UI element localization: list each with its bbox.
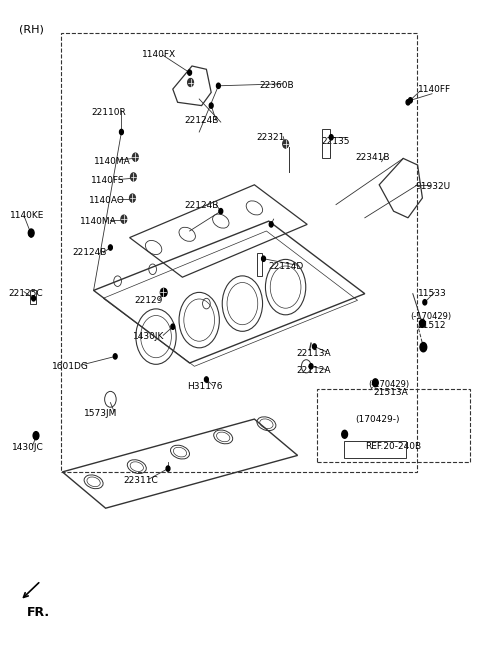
Text: 22110R: 22110R: [91, 108, 126, 117]
Circle shape: [132, 153, 138, 161]
Circle shape: [121, 215, 127, 223]
Circle shape: [161, 288, 167, 296]
Text: 22321: 22321: [257, 133, 285, 142]
Text: 1601DG: 1601DG: [52, 362, 89, 371]
Bar: [322, 129, 330, 158]
Circle shape: [108, 245, 112, 250]
Bar: [61, 33, 417, 472]
Text: 22112A: 22112A: [297, 366, 331, 376]
Circle shape: [120, 129, 123, 135]
Circle shape: [34, 434, 38, 440]
Circle shape: [209, 103, 213, 108]
Text: 21512: 21512: [418, 321, 446, 330]
Circle shape: [216, 83, 220, 88]
Text: 22135: 22135: [322, 137, 350, 146]
Text: 21513A: 21513A: [373, 388, 408, 397]
Circle shape: [122, 218, 126, 223]
Text: 22129: 22129: [134, 296, 163, 305]
Circle shape: [262, 256, 265, 261]
Text: 1140MA: 1140MA: [80, 217, 117, 226]
Text: 1140FF: 1140FF: [418, 84, 451, 94]
Text: 1430JC: 1430JC: [12, 443, 44, 452]
Circle shape: [28, 229, 34, 237]
Circle shape: [420, 319, 425, 327]
Circle shape: [372, 379, 378, 387]
Circle shape: [284, 143, 288, 148]
Text: 1140FX: 1140FX: [142, 50, 176, 59]
Text: (-170429): (-170429): [410, 312, 452, 321]
Circle shape: [408, 98, 412, 103]
Text: 22124B: 22124B: [72, 248, 107, 257]
Circle shape: [219, 209, 223, 214]
Text: 22124B: 22124B: [185, 201, 219, 211]
Circle shape: [160, 288, 166, 296]
Circle shape: [329, 135, 333, 140]
Bar: [317, 389, 470, 462]
Circle shape: [29, 232, 33, 237]
Circle shape: [309, 364, 313, 369]
Text: (-170429): (-170429): [369, 379, 410, 389]
Bar: [30, 290, 36, 304]
Circle shape: [420, 343, 427, 352]
Text: REF.20-240B: REF.20-240B: [365, 442, 421, 451]
Circle shape: [204, 377, 208, 382]
Text: FR.: FR.: [26, 606, 49, 619]
Text: 1140KE: 1140KE: [10, 211, 44, 220]
Text: 1140AO: 1140AO: [89, 196, 125, 205]
Text: 1430JK: 1430JK: [133, 332, 165, 341]
Circle shape: [130, 194, 135, 202]
Circle shape: [342, 430, 348, 438]
Circle shape: [131, 197, 134, 202]
Text: 11533: 11533: [418, 288, 446, 298]
Circle shape: [132, 176, 135, 181]
Text: 22113A: 22113A: [297, 348, 331, 358]
Circle shape: [269, 222, 273, 227]
Text: 1140FS: 1140FS: [91, 176, 125, 185]
Circle shape: [166, 466, 170, 471]
Circle shape: [188, 79, 193, 86]
Circle shape: [423, 300, 427, 305]
Circle shape: [312, 344, 316, 349]
Bar: [257, 253, 262, 276]
Circle shape: [133, 156, 137, 161]
Circle shape: [188, 70, 192, 75]
Text: 1140MA: 1140MA: [94, 156, 131, 166]
Text: H31176: H31176: [187, 382, 223, 391]
Text: 91932U: 91932U: [415, 182, 450, 191]
Text: 22341B: 22341B: [355, 152, 390, 162]
Circle shape: [113, 354, 117, 359]
Text: 22114D: 22114D: [269, 262, 304, 271]
Text: 22311C: 22311C: [124, 476, 158, 485]
Text: (RH): (RH): [19, 24, 44, 35]
Text: 22360B: 22360B: [259, 81, 294, 90]
Circle shape: [171, 324, 175, 329]
Text: 22124B: 22124B: [185, 115, 219, 125]
Circle shape: [33, 432, 39, 440]
Circle shape: [283, 140, 288, 148]
Text: (170429-): (170429-): [355, 414, 400, 424]
Circle shape: [161, 291, 165, 296]
Text: 22125C: 22125C: [9, 289, 43, 298]
Text: 1573JM: 1573JM: [84, 409, 118, 418]
Circle shape: [32, 296, 36, 301]
Circle shape: [406, 100, 410, 105]
Circle shape: [131, 173, 136, 181]
